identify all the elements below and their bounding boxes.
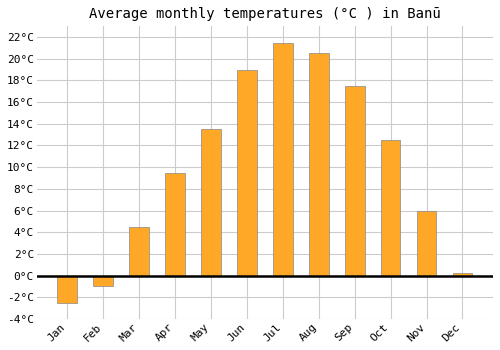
Bar bbox=[165, 173, 185, 275]
Bar bbox=[237, 70, 257, 275]
Bar bbox=[94, 275, 113, 286]
Bar bbox=[309, 53, 328, 275]
Bar bbox=[416, 210, 436, 275]
Bar bbox=[130, 227, 149, 275]
Bar bbox=[452, 273, 472, 275]
Bar bbox=[273, 43, 292, 275]
Bar bbox=[58, 275, 77, 303]
Bar bbox=[345, 86, 364, 275]
Bar bbox=[380, 140, 400, 275]
Bar bbox=[201, 129, 221, 275]
Title: Average monthly temperatures (°C ) in Banū: Average monthly temperatures (°C ) in Ba… bbox=[89, 7, 441, 21]
